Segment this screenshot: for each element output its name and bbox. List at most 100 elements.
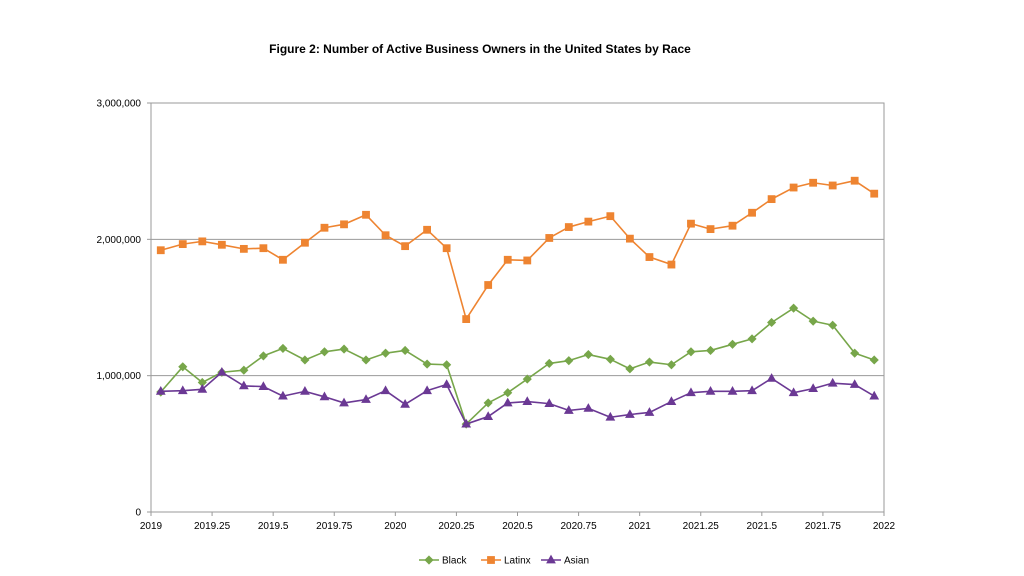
data-point-asian: [483, 411, 494, 420]
data-point-black: [727, 339, 738, 349]
data-point-black: [178, 362, 188, 372]
data-point-latinx: [381, 231, 390, 240]
data-point-black: [828, 320, 838, 330]
data-point-black: [300, 355, 310, 365]
legend-marker-latinx: [487, 556, 495, 564]
x-tick-label: 2020.75: [561, 521, 598, 532]
data-point-latinx: [564, 223, 573, 231]
data-point-black: [666, 360, 676, 370]
x-tick-label: 2021.5: [747, 521, 778, 532]
data-point-black: [644, 357, 655, 367]
data-point-asian: [788, 387, 799, 397]
data-point-latinx: [442, 244, 451, 253]
data-point-latinx: [545, 234, 554, 242]
data-point-asian: [666, 396, 677, 405]
data-point-asian: [766, 373, 777, 382]
series-latinx: [156, 176, 879, 323]
data-point-latinx: [462, 315, 471, 323]
legend: Black Latinx Asian: [419, 554, 589, 567]
x-tick-label: 2021.75: [805, 521, 842, 532]
data-point-asian: [258, 381, 269, 390]
data-point-latinx: [423, 225, 431, 234]
data-point-latinx: [728, 221, 737, 230]
x-axis: 2019 2019.25 2019.5 2019.75 2020 2020.25 2020.…: [140, 512, 896, 532]
data-point-asian: [278, 390, 288, 400]
data-point-latinx: [870, 189, 879, 198]
data-point-latinx: [503, 255, 512, 264]
x-tick-label: 2019.5: [258, 521, 289, 532]
data-point-asian: [827, 377, 838, 387]
data-point-asian: [747, 385, 757, 395]
data-point-black: [747, 334, 757, 344]
data-point-asian: [625, 409, 635, 418]
y-tick-label: 1,000,000: [97, 371, 142, 382]
data-point-black: [850, 348, 860, 358]
data-point-asian: [177, 385, 188, 395]
data-point-latinx: [645, 253, 654, 261]
legend-item-asian: Asian: [541, 554, 589, 567]
series-asian: [155, 366, 880, 428]
data-point-latinx: [850, 176, 859, 185]
data-point-asian: [686, 387, 696, 397]
chart-title: Figure 2: Number of Active Business Owne…: [269, 42, 691, 56]
x-tick-label: 2019.25: [194, 521, 231, 532]
data-point-asian: [727, 386, 738, 395]
data-point-asian: [808, 383, 819, 393]
data-point-latinx: [178, 240, 187, 249]
data-point-latinx: [687, 219, 695, 228]
data-point-black: [380, 348, 391, 358]
data-point-latinx: [156, 246, 165, 255]
series-line-asian: [160, 371, 875, 425]
data-point-latinx: [279, 255, 287, 264]
series-black: [156, 303, 879, 429]
data-point-latinx: [259, 244, 268, 253]
x-tick-label: 2021: [629, 521, 652, 532]
series-line-latinx: [160, 179, 875, 320]
data-point-latinx: [667, 260, 676, 269]
data-point-latinx: [362, 210, 370, 219]
data-point-asian: [361, 394, 371, 403]
data-point-asian: [422, 385, 432, 395]
data-point-asian: [197, 383, 208, 393]
data-point-black: [400, 345, 410, 356]
y-axis: 0 1,000,000 2,000,000 3,000,000: [97, 99, 151, 519]
legend-marker-black: [424, 555, 434, 565]
data-point-black: [422, 359, 432, 369]
legend-item-latinx: Latinx: [481, 556, 531, 567]
data-point-latinx: [809, 178, 818, 187]
data-point-latinx: [340, 220, 348, 229]
data-point-black: [705, 345, 716, 356]
data-point-black: [239, 365, 249, 375]
series-group: [155, 176, 880, 429]
data-point-latinx: [401, 242, 410, 251]
data-point-asian: [400, 398, 410, 408]
y-tick-label: 0: [135, 508, 141, 519]
data-point-asian: [441, 379, 452, 388]
data-point-latinx: [706, 225, 715, 234]
data-point-asian: [339, 397, 349, 407]
plot-area: [150, 102, 885, 513]
data-point-asian: [705, 386, 716, 395]
data-point-latinx: [217, 240, 226, 249]
data-point-black: [258, 351, 268, 361]
data-point-black: [522, 374, 532, 384]
series-line-black: [160, 307, 875, 425]
data-point-black: [564, 356, 574, 366]
data-point-asian: [216, 366, 227, 376]
x-tick-label: 2020.25: [438, 521, 475, 532]
data-point-asian: [563, 405, 574, 414]
x-tick-label: 2019.75: [316, 521, 353, 532]
data-point-latinx: [606, 212, 615, 221]
data-point-black: [339, 344, 349, 354]
legend-item-black: Black: [419, 555, 467, 567]
data-point-asian: [300, 386, 310, 395]
data-point-latinx: [198, 237, 207, 246]
data-point-latinx: [320, 223, 329, 232]
data-point-black: [583, 349, 593, 360]
legend-marker-asian: [546, 554, 556, 564]
data-point-latinx: [523, 256, 532, 265]
data-point-black: [789, 303, 799, 313]
data-point-black: [808, 316, 818, 326]
data-point-black: [605, 354, 615, 364]
